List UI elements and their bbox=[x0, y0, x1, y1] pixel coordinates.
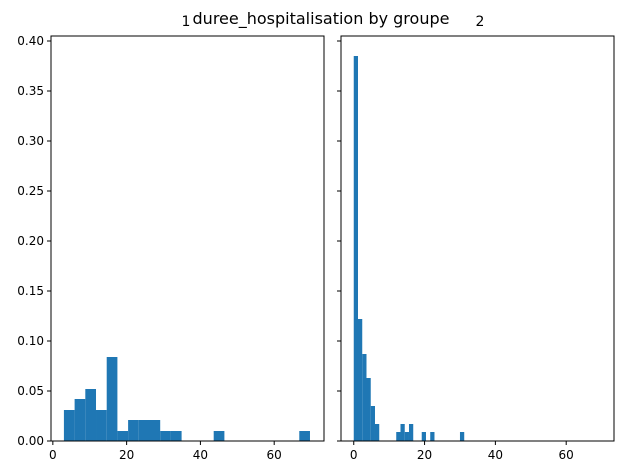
panel-1-bar bbox=[213, 431, 225, 441]
panel-2-frame bbox=[340, 35, 615, 442]
panel-2-bar bbox=[421, 432, 426, 441]
panel-1-x-tick-label: 20 bbox=[119, 448, 134, 462]
chart-title: duree_hospitalisation by groupe bbox=[193, 9, 450, 29]
panel-1-bar bbox=[63, 410, 75, 441]
panel-2-bar bbox=[408, 424, 414, 441]
y-tick-label: 0.30 bbox=[17, 134, 44, 148]
y-tick-label: 0.00 bbox=[17, 434, 44, 448]
panel-2-bar bbox=[400, 424, 405, 441]
panel-1-bar bbox=[160, 431, 171, 441]
panel-1-bar bbox=[74, 399, 86, 441]
y-tick-label: 0.05 bbox=[17, 384, 44, 398]
panel-1-frame bbox=[50, 35, 325, 442]
y-tick-label: 0.10 bbox=[17, 334, 44, 348]
panel-2-bar bbox=[353, 56, 358, 441]
panel-2-bar bbox=[396, 432, 401, 441]
panel-1-bar bbox=[117, 431, 129, 441]
panel-1-bar bbox=[128, 420, 139, 441]
panel-2-x-tick-label: 20 bbox=[417, 448, 432, 462]
panel-2-bar bbox=[404, 432, 409, 441]
panel-2-x-tick-label: 60 bbox=[559, 448, 574, 462]
y-tick-label: 0.15 bbox=[17, 284, 44, 298]
y-tick-label: 0.40 bbox=[17, 34, 44, 48]
panel-2-bar bbox=[370, 406, 375, 441]
y-tick-label: 0.20 bbox=[17, 234, 44, 248]
panel-1-bar bbox=[85, 389, 97, 441]
panel-1-bar bbox=[170, 431, 182, 441]
panel-1-x-tick-label: 0 bbox=[49, 448, 57, 462]
panel-1-bar bbox=[299, 431, 310, 441]
panel-2-title: 2 bbox=[476, 14, 485, 30]
panel-1-bar bbox=[138, 420, 150, 441]
panel-2-bar bbox=[362, 354, 367, 441]
panel-1-title: 1 bbox=[182, 14, 191, 30]
panel-1-bar bbox=[149, 420, 161, 441]
panel-1-x-tick-label: 40 bbox=[193, 448, 208, 462]
y-tick-label: 0.25 bbox=[17, 184, 44, 198]
panel-1-bar bbox=[106, 357, 118, 441]
panel-2-bar bbox=[366, 378, 371, 441]
panel-2-bar bbox=[357, 319, 363, 441]
panel-1-x-tick-label: 60 bbox=[267, 448, 282, 462]
panel-2-x-tick-label: 40 bbox=[488, 448, 503, 462]
y-tick-label: 0.35 bbox=[17, 84, 44, 98]
panel-2-x-tick-label: 0 bbox=[350, 448, 358, 462]
panel-2-bar bbox=[374, 424, 380, 441]
panel-1-bar bbox=[96, 410, 107, 441]
panel-2-bar bbox=[459, 432, 465, 441]
panel-2-bar bbox=[430, 432, 435, 441]
